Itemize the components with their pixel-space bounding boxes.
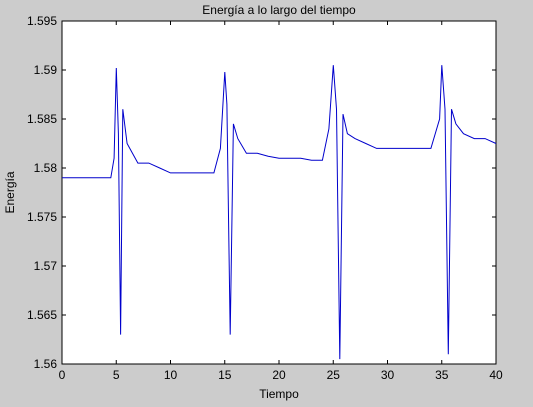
y-tick-label: 1.57: [34, 259, 58, 273]
x-tick-label: 10: [164, 368, 178, 382]
x-tick-label: 40: [489, 368, 503, 382]
x-tick-label: 30: [381, 368, 395, 382]
line-layer: [62, 65, 497, 360]
y-tick-label: 1.565: [27, 308, 57, 322]
plot-area: [61, 20, 497, 365]
y-tick-label: 1.585: [27, 112, 57, 126]
x-axis-label: Tiempo: [259, 387, 299, 401]
y-tick-label: 1.56: [34, 357, 58, 371]
x-tick-label: 35: [435, 368, 449, 382]
x-tick-label: 25: [327, 368, 341, 382]
y-tick-label: 1.59: [34, 63, 58, 77]
energy-series-line: [62, 65, 497, 360]
y-axis-label: Energía: [3, 171, 17, 213]
y-tick-label: 1.575: [27, 210, 57, 224]
x-tick-label: 20: [272, 368, 286, 382]
y-tick-label: 1.595: [27, 14, 57, 28]
x-tick-label: 5: [113, 368, 120, 382]
y-tick-label: 1.58: [34, 161, 58, 175]
x-tick-label: 0: [59, 368, 66, 382]
x-tick-label: 15: [218, 368, 232, 382]
chart-title: Energía a lo largo del tiempo: [202, 3, 356, 17]
ticks-layer: 0 5 10 15 20 25 30 35 40 1.56 1.565 1.57 1.575 1.58 1.…: [27, 14, 503, 382]
